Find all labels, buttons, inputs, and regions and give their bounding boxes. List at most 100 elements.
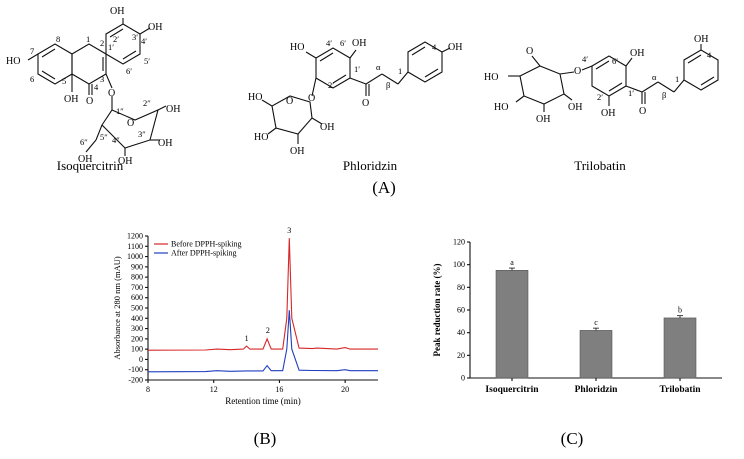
bar-isoquercitrin <box>495 270 529 379</box>
y-tick-label: 1000 <box>127 252 143 261</box>
atom-label: HO <box>248 92 262 103</box>
y-tick-label: 0 <box>139 355 143 364</box>
y-tick-label: 700 <box>131 283 143 292</box>
legend-entry: Before DPPH-spiking <box>171 240 241 249</box>
compound-name: Isoquercitrin <box>57 158 124 173</box>
panel-label-b: (B) <box>254 429 277 448</box>
y-tick-label: 60 <box>457 306 465 315</box>
position-number: 4 <box>707 50 712 60</box>
atom-label: O <box>362 98 369 109</box>
x-tick-label: 16 <box>275 385 283 394</box>
position-number: 4 <box>432 42 437 52</box>
significance-letter: a <box>510 258 514 267</box>
structure-phloridzin: HO OH O OH O O HO HO OH OH 4′ 6′ 1′ 2′ α… <box>248 38 462 173</box>
position-number: 6 <box>30 74 34 84</box>
atom-label: OH <box>166 104 180 115</box>
peak-label: 3 <box>287 226 291 235</box>
position-number: 1 <box>86 34 90 44</box>
position-number: 2′ <box>328 80 334 90</box>
peak-label: 1 <box>245 334 249 343</box>
atom-label: OH <box>536 114 550 125</box>
peak-label: 2 <box>266 326 270 335</box>
position-number: 5 <box>62 76 66 86</box>
position-number: α <box>652 72 657 82</box>
position-number: 7 <box>30 46 34 56</box>
category-label: Trilobatin <box>660 385 702 395</box>
atom-label: OH <box>601 108 615 119</box>
panel-c-bar-chart: 0 20 40 60 80 100 120 a Isoquercitrin c Phloridzi… <box>432 238 722 448</box>
position-number: 1 <box>398 66 402 76</box>
atom-label: O <box>639 106 646 117</box>
x-tick-label: 20 <box>341 385 349 394</box>
significance-letter: c <box>594 318 598 327</box>
position-number: 6′ <box>126 66 132 76</box>
atom-label: O <box>127 118 134 129</box>
position-number: 6′ <box>612 56 618 66</box>
y-tick-label: -100 <box>128 365 143 374</box>
y-tick-label: 900 <box>131 262 143 271</box>
y-tick-label: 200 <box>131 334 143 343</box>
position-number: 3′ <box>132 32 138 42</box>
y-tick-label: 1100 <box>127 242 143 251</box>
position-number: 1 <box>675 74 679 84</box>
y-tick-label: 40 <box>457 328 465 337</box>
y-tick-label: 100 <box>131 345 143 354</box>
position-number: 2″ <box>143 98 151 108</box>
position-number: 4 <box>94 82 99 92</box>
y-axis-label: Peak reduction rate (%) <box>432 263 442 356</box>
atom-label: O <box>308 93 315 104</box>
atom-label: HO <box>290 42 304 53</box>
position-number: 3″ <box>138 129 146 139</box>
atom-label: O <box>526 46 533 57</box>
y-axis-label: Absorbance at 280 nm (mAU) <box>112 256 122 360</box>
x-tick-label: 12 <box>210 385 218 394</box>
atom-label: OH <box>568 102 582 113</box>
y-tick-label: 100 <box>453 260 465 269</box>
y-tick-label: 400 <box>131 314 143 323</box>
atom-label: OH <box>448 42 462 53</box>
position-number: 5′ <box>144 56 150 66</box>
position-number: 1′ <box>108 42 114 52</box>
position-number: 2 <box>100 38 104 48</box>
atom-label: OH <box>352 38 366 49</box>
position-number: 6″ <box>80 137 88 147</box>
position-number: 4′ <box>582 54 588 64</box>
atom-label: HO <box>254 132 268 143</box>
y-tick-label: 120 <box>453 238 465 247</box>
y-tick-label: 600 <box>131 293 143 302</box>
atom-label: OH <box>630 48 644 59</box>
series-line-1 <box>147 310 378 373</box>
panel-label-c: (C) <box>561 429 584 448</box>
series-line-0 <box>147 238 378 351</box>
category-label: Isoquercitrin <box>485 385 539 395</box>
atom-label: OH <box>290 146 304 157</box>
position-number: 6′ <box>340 38 346 48</box>
position-number: 8 <box>56 34 60 44</box>
atom-label: O <box>286 96 293 107</box>
position-number: β <box>386 80 390 90</box>
legend-entry: After DPPH-spiking <box>171 249 237 258</box>
atom-label: O <box>108 88 115 99</box>
atom-label: OH <box>118 156 132 167</box>
y-tick-label: 300 <box>131 324 143 333</box>
position-number: 3 <box>100 74 104 84</box>
atom-label: O <box>86 96 93 107</box>
atom-label: OH <box>78 154 92 165</box>
y-tick-label: 0 <box>461 374 465 383</box>
panel-a: OH OH HO OH O O O OH OH OH OH 2′ 3′ 4′ 5… <box>6 6 719 197</box>
position-number: 4″ <box>112 135 120 145</box>
structure-isoquercitrin: OH OH HO OH O O O OH OH OH OH 2′ 3′ 4′ 5… <box>6 6 180 173</box>
panel-label-a: (A) <box>372 178 396 197</box>
atom-label: OH <box>64 94 78 105</box>
position-number: 1′ <box>628 88 634 98</box>
position-number: 4′ <box>141 36 147 46</box>
y-tick-label: -200 <box>128 376 143 385</box>
y-tick-label: 20 <box>457 351 465 360</box>
significance-letter: b <box>678 306 682 315</box>
atom-label: OH <box>110 6 124 17</box>
atom-label: HO <box>6 56 20 67</box>
structure-trilobatin: HO O HO OH OH O OH OH O OH 4′ 6′ 1′ 2′ α… <box>484 34 719 173</box>
y-tick-label: 800 <box>131 273 143 282</box>
compound-name: Trilobatin <box>574 158 626 173</box>
